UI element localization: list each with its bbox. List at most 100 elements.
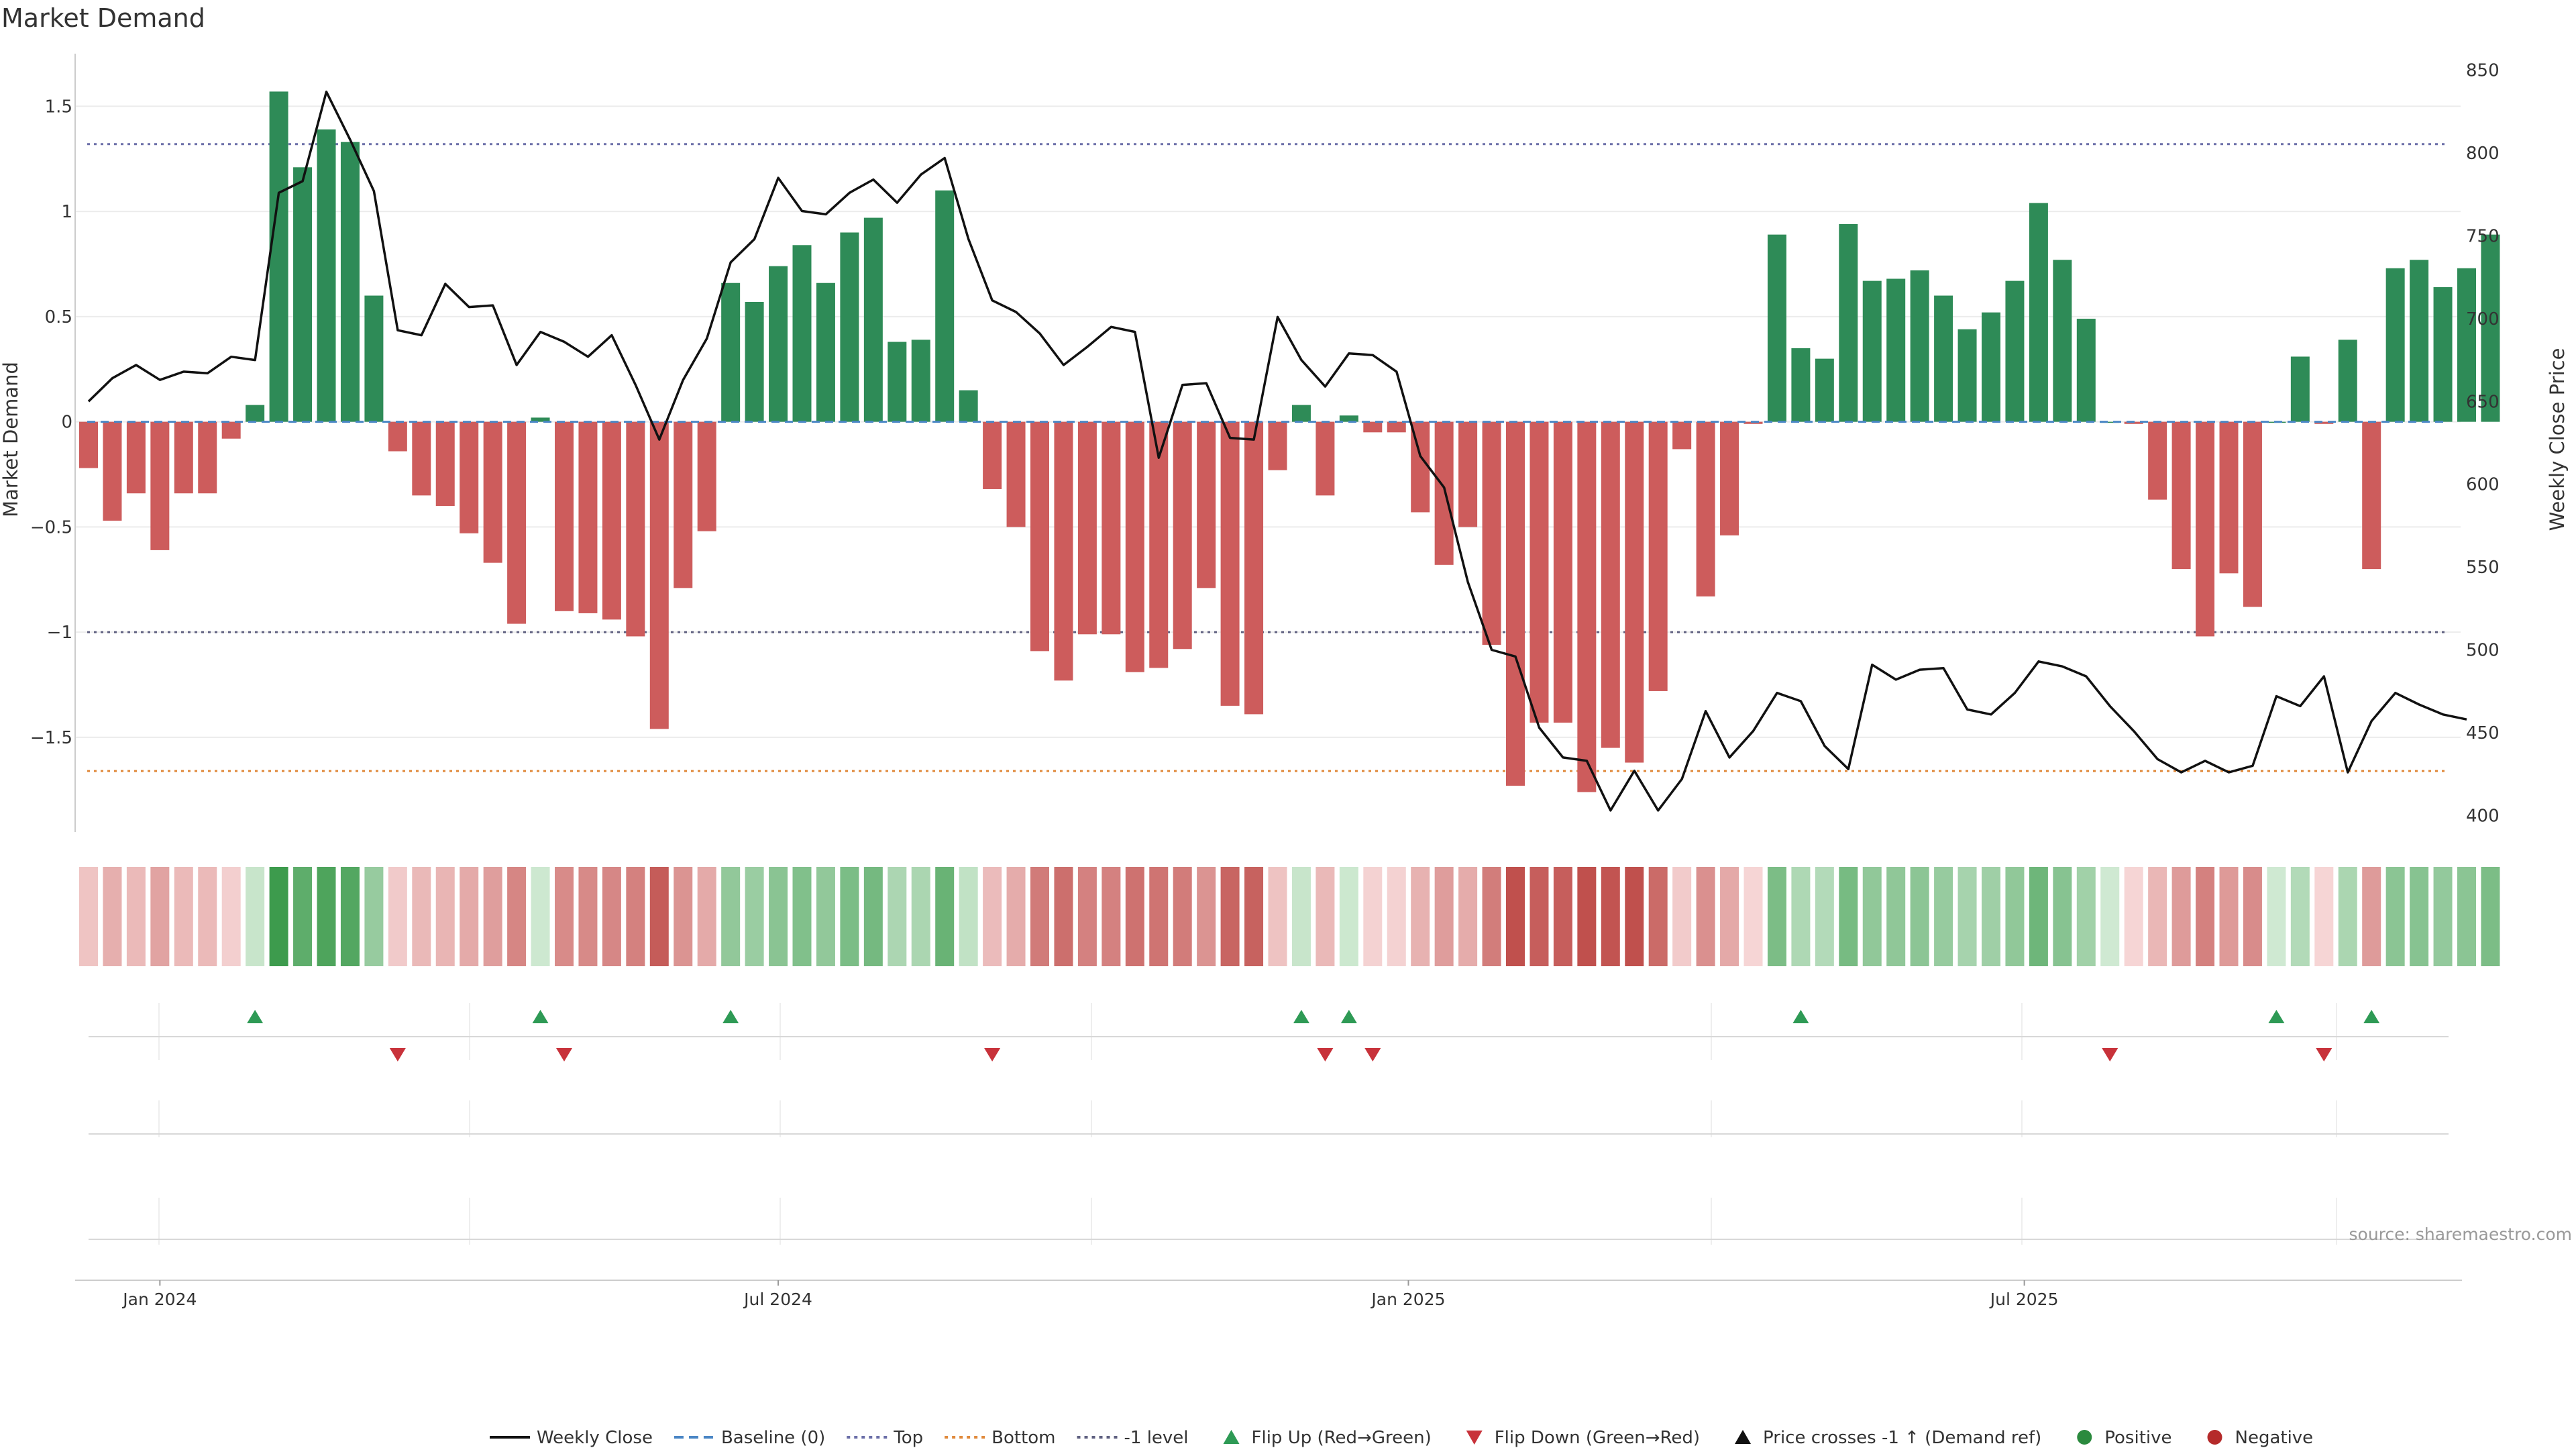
strip-cell bbox=[2362, 867, 2381, 966]
strip-cell bbox=[1839, 867, 1858, 966]
demand-bar bbox=[2457, 268, 2476, 422]
flip-up-marker bbox=[722, 1010, 739, 1023]
strip-cell bbox=[388, 867, 407, 966]
demand-bar bbox=[1886, 278, 1906, 422]
strip-cell bbox=[1054, 867, 1073, 966]
legend-label: Price crosses -1 ↑ (Demand ref) bbox=[1763, 1428, 2041, 1448]
flip-down-marker bbox=[556, 1048, 572, 1061]
demand-bar bbox=[2362, 421, 2381, 570]
strip-cell bbox=[2481, 867, 2500, 966]
demand-bar bbox=[1672, 421, 1692, 450]
demand-bar bbox=[1077, 421, 1097, 635]
flip-down-marker bbox=[389, 1048, 406, 1061]
demand-bar bbox=[2433, 287, 2453, 422]
demand-bar bbox=[1577, 421, 1597, 792]
flip-up-marker bbox=[1792, 1010, 1809, 1023]
strip-cell bbox=[340, 867, 360, 966]
strip-cell bbox=[174, 867, 193, 966]
strip-cell bbox=[1982, 867, 2000, 966]
strip-cell bbox=[2433, 867, 2453, 966]
strip-cell bbox=[1244, 867, 1264, 966]
strip-cell bbox=[745, 867, 764, 966]
demand-bar bbox=[816, 282, 835, 422]
demand-bar bbox=[246, 405, 265, 422]
y-tick-label-right: 500 bbox=[2466, 641, 2500, 661]
demand-bar bbox=[435, 421, 455, 507]
flip-down-marker bbox=[1317, 1048, 1334, 1061]
demand-bar bbox=[1743, 421, 1763, 424]
demand-bar bbox=[840, 232, 859, 422]
legend-item-flip_down: Flip Down (Green→Red) bbox=[1466, 1428, 1700, 1448]
demand-bar bbox=[2148, 421, 2167, 500]
demand-bar bbox=[2029, 203, 2048, 422]
strip-cell bbox=[317, 867, 336, 966]
legend-swatch bbox=[1223, 1430, 1240, 1444]
demand-bar bbox=[674, 421, 693, 588]
demand-bar bbox=[935, 190, 955, 422]
demand-bar bbox=[721, 282, 741, 422]
strip-cell bbox=[150, 867, 170, 966]
weekly-close-line bbox=[87, 91, 2467, 812]
strip-cell bbox=[460, 867, 479, 966]
demand-bar bbox=[269, 91, 288, 422]
strip-cell bbox=[483, 867, 502, 966]
strip-cell bbox=[1458, 867, 1478, 966]
demand-bar bbox=[2385, 268, 2405, 422]
demand-bar bbox=[697, 421, 716, 531]
demand-bar bbox=[1149, 421, 1169, 668]
strip-cell bbox=[2219, 867, 2239, 966]
strip-cell bbox=[1102, 867, 1121, 966]
x-tick-label: Jan 2024 bbox=[121, 1290, 197, 1309]
demand-bar bbox=[2338, 340, 2357, 422]
strip-cell bbox=[2148, 867, 2167, 966]
demand-bar bbox=[1862, 280, 1882, 422]
demand-bar bbox=[293, 167, 313, 422]
demand-bar bbox=[174, 421, 193, 494]
y-tick-label-left: 0.5 bbox=[45, 307, 72, 327]
strip-cell bbox=[1339, 867, 1358, 966]
demand-bar bbox=[1220, 421, 1240, 706]
demand-bar bbox=[317, 129, 336, 422]
demand-bar bbox=[578, 421, 598, 613]
legend-item-flip_up: Flip Up (Red→Green) bbox=[1223, 1428, 1432, 1448]
strip-cell bbox=[649, 867, 669, 966]
demand-bar bbox=[126, 421, 146, 494]
y-tick-label-left: −1 bbox=[47, 623, 72, 643]
strip-cell bbox=[1648, 867, 1668, 966]
source-note: source: sharemaestro.com bbox=[2349, 1225, 2573, 1244]
y-tick-label-left: 1 bbox=[61, 202, 72, 222]
strip-cell bbox=[1625, 867, 1644, 966]
flip-up-marker bbox=[2363, 1010, 2380, 1023]
legend-label: Flip Down (Green→Red) bbox=[1495, 1428, 1700, 1448]
y-tick-label-left: 1.5 bbox=[45, 97, 72, 117]
demand-bar bbox=[1006, 421, 1026, 527]
demand-bar bbox=[2314, 421, 2334, 424]
legend-label: Negative bbox=[2235, 1428, 2314, 1448]
demand-bar bbox=[460, 421, 479, 533]
strip-cell bbox=[269, 867, 288, 966]
demand-bar bbox=[2410, 260, 2429, 422]
y-tick-label-right: 650 bbox=[2466, 392, 2500, 412]
strip-cell bbox=[2243, 867, 2262, 966]
strip-cell bbox=[769, 867, 788, 966]
demand-bar bbox=[1316, 421, 1335, 496]
strip-cell bbox=[1197, 867, 1216, 966]
demand-bar bbox=[1767, 234, 1786, 422]
strip-cell bbox=[1268, 867, 1287, 966]
strip-cell bbox=[1173, 867, 1192, 966]
x-tick-label: Jan 2025 bbox=[1370, 1290, 1445, 1309]
demand-bar bbox=[769, 266, 788, 422]
strip-cell bbox=[1482, 867, 1501, 966]
flip-down-marker bbox=[984, 1048, 1001, 1061]
y-tick-label-right: 450 bbox=[2466, 723, 2500, 743]
strip-cell bbox=[888, 867, 907, 966]
strip-cell bbox=[1696, 867, 1715, 966]
legend-label: Positive bbox=[2104, 1428, 2171, 1448]
demand-bar bbox=[412, 421, 431, 496]
axis-layer: 1.5 1 0.5 0 −0.5 −1 −1.5 850 800 750 700 650 600 550 5… bbox=[30, 54, 2500, 1309]
chart-title: Market Demand bbox=[1, 3, 205, 33]
y-tick-label-right: 700 bbox=[2466, 309, 2500, 329]
demand-bar bbox=[792, 245, 812, 422]
strip-cell bbox=[1672, 867, 1692, 966]
